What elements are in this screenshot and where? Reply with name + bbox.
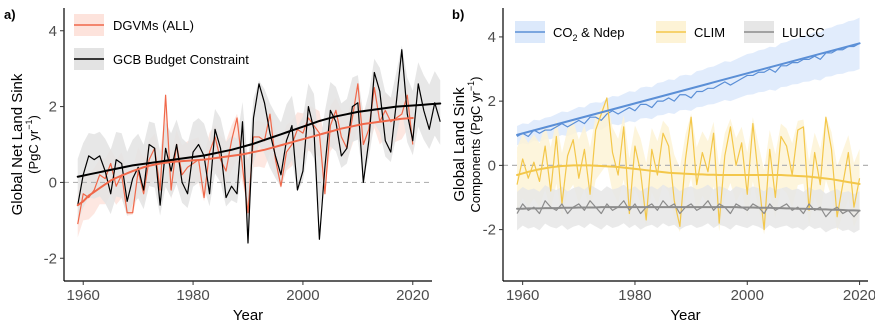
legend-label-rest: & Ndep xyxy=(578,25,625,40)
legend-label: CLIM xyxy=(694,25,725,40)
y-axis-title-line1: Global Net Land Sink xyxy=(9,73,26,215)
y-tick-label: 4 xyxy=(488,29,496,46)
x-tick-label: 1960 xyxy=(67,287,100,304)
annual-series-line xyxy=(516,42,860,138)
y-axis-unit: (PgC yr xyxy=(26,129,41,174)
x-tick-label: 2000 xyxy=(731,287,764,304)
y-tick-label: 0 xyxy=(488,157,496,174)
y-axis-title-line1: Global Land Sink xyxy=(451,87,468,202)
x-tick-label: 1960 xyxy=(506,287,539,304)
annual-series-line xyxy=(516,200,861,218)
smoothed-trend-line xyxy=(516,42,861,136)
uncertainty-band xyxy=(517,184,860,233)
smoothed-trend-line xyxy=(516,164,861,185)
panel-b: b) 1960 1980 2000 2020 -2 0 2 4 Year Global Land S… xyxy=(451,7,875,321)
y-tick-label: 4 xyxy=(49,23,57,40)
y-tick-label: 2 xyxy=(49,99,57,116)
uncertainty-band xyxy=(77,45,441,227)
x-tick-label: 1980 xyxy=(176,287,209,304)
legend-label: DGVMs (ALL) xyxy=(113,18,194,33)
y-axis-unit-close: ) xyxy=(468,77,483,81)
y-tick-label: 2 xyxy=(488,93,496,110)
x-axis-title: Year xyxy=(233,307,263,321)
y-axis-unit: Components (PgC yr xyxy=(468,90,483,212)
annual-series-line xyxy=(516,97,861,231)
smoothed-trend-line xyxy=(76,102,442,178)
y-axis-title-line2: Components (PgC yr−1) xyxy=(466,77,483,213)
y-tick-label: -2 xyxy=(483,222,496,239)
x-tick-label: 2000 xyxy=(286,287,319,304)
y-axis-unit-exponent: −1 xyxy=(24,120,34,130)
panel-a: a) 1960 1980 2000 2020 -2 0 2 4 Year Global Net La… xyxy=(4,7,442,321)
y-tick-label: -2 xyxy=(44,250,57,267)
legend: DGVMs (ALL) GCB Budget Constraint xyxy=(74,14,249,70)
legend-label-subscript: 2 xyxy=(573,33,578,43)
y-tick-label: 0 xyxy=(49,174,57,191)
legend-label: GCB Budget Constraint xyxy=(113,52,249,67)
plot-area xyxy=(503,17,868,235)
smoothed-trend-line xyxy=(76,116,414,207)
panel-label: b) xyxy=(452,7,464,22)
y-axis-unit-close: ) xyxy=(26,115,41,119)
y-axis-title-line2: (PgC yr−1) xyxy=(24,115,41,174)
plot-area xyxy=(64,45,442,244)
x-tick-label: 1980 xyxy=(618,287,651,304)
x-axis-title: Year xyxy=(670,307,700,321)
legend-label: CO2 & Ndep xyxy=(553,25,625,43)
panel-label: a) xyxy=(4,7,16,22)
legend-label-main: CO xyxy=(553,25,573,40)
y-axis-unit-exponent: −1 xyxy=(466,81,476,91)
legend: CO2 & Ndep CLIM LULCC xyxy=(515,21,825,43)
annual-series-line xyxy=(77,49,441,244)
legend-label: LULCC xyxy=(782,25,825,40)
x-tick-label: 2020 xyxy=(843,287,875,304)
smoothed-trend-line xyxy=(516,206,861,212)
x-tick-label: 2020 xyxy=(396,287,429,304)
